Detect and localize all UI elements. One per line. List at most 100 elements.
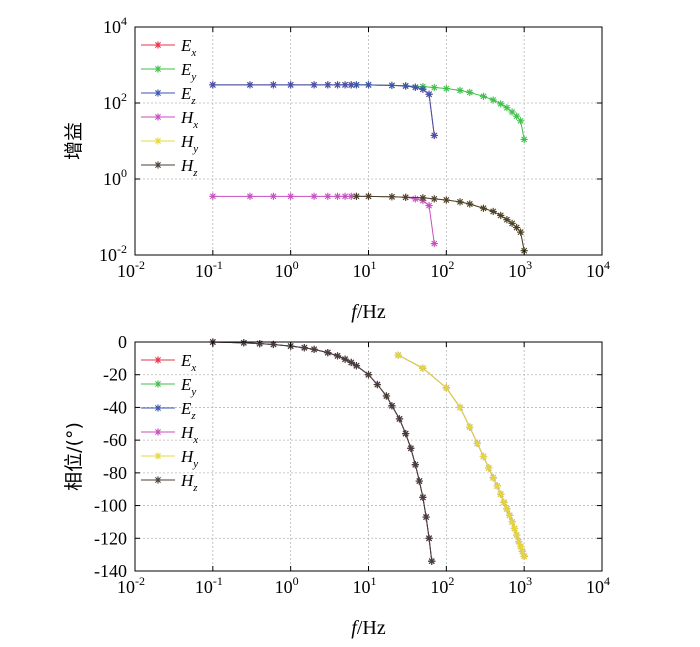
x-tick-label: 10-2 bbox=[117, 574, 145, 597]
series-hz bbox=[352, 192, 528, 255]
legend-marker bbox=[154, 380, 162, 388]
x-axis-label: f/Hz bbox=[351, 301, 386, 323]
data-point bbox=[489, 207, 497, 216]
data-point bbox=[256, 340, 264, 348]
y-tick-label: 100 bbox=[103, 166, 127, 189]
data-point bbox=[430, 83, 438, 92]
legend-label: Ey bbox=[180, 60, 196, 83]
x-tick-label: 104 bbox=[586, 574, 610, 597]
data-point bbox=[466, 88, 474, 97]
legend-item: Ez bbox=[141, 84, 196, 107]
data-point bbox=[419, 364, 427, 372]
data-point bbox=[430, 195, 438, 203]
data-point bbox=[506, 511, 514, 519]
gain-chart: 10-2 10-1 100 101 102 103 104 10-2 100 102 104 增益 f/… bbox=[63, 14, 610, 323]
y-axis-label: 相位/(°) bbox=[63, 422, 85, 491]
legend-marker bbox=[154, 41, 162, 49]
legend-label: Hz bbox=[180, 471, 198, 494]
data-point bbox=[425, 201, 433, 210]
data-point bbox=[489, 96, 497, 104]
y-tick-label: -140 bbox=[94, 561, 127, 581]
x-tick-label: 10-1 bbox=[195, 574, 223, 597]
data-point bbox=[324, 349, 332, 357]
data-point bbox=[479, 452, 488, 461]
data-point bbox=[508, 108, 516, 116]
legend-item: Hy bbox=[141, 132, 198, 155]
data-point bbox=[466, 200, 474, 208]
data-point bbox=[352, 362, 361, 370]
data-point bbox=[382, 392, 391, 400]
data-point bbox=[341, 81, 349, 89]
series-hz bbox=[209, 338, 436, 565]
data-point bbox=[402, 193, 410, 201]
legend-marker bbox=[154, 428, 162, 436]
data-point bbox=[425, 534, 433, 542]
data-point bbox=[324, 81, 332, 89]
data-point bbox=[269, 81, 277, 89]
legend-marker bbox=[154, 89, 162, 97]
data-point bbox=[419, 194, 427, 202]
y-tick-label: -40 bbox=[103, 397, 127, 417]
legend-item: Hx bbox=[141, 423, 198, 446]
data-point bbox=[341, 355, 349, 363]
y-tick-label: -60 bbox=[103, 430, 127, 450]
x-tick-label: 104 bbox=[586, 258, 610, 281]
data-point bbox=[246, 81, 254, 89]
legend-label: Ey bbox=[180, 375, 196, 398]
x-axis-label: f/Hz bbox=[351, 617, 386, 639]
data-point bbox=[246, 192, 254, 200]
data-point bbox=[402, 430, 410, 438]
data-point bbox=[240, 339, 248, 347]
legend-marker bbox=[154, 356, 162, 364]
x-tick-label: 103 bbox=[508, 574, 532, 597]
legend-label: Ez bbox=[180, 84, 196, 107]
data-point bbox=[287, 81, 295, 89]
data-point bbox=[442, 384, 450, 392]
legend-label: Hx bbox=[180, 423, 198, 446]
data-point bbox=[402, 82, 410, 90]
data-point bbox=[407, 444, 415, 452]
y-tick-label: -80 bbox=[103, 463, 127, 483]
data-point bbox=[493, 482, 501, 490]
data-point bbox=[364, 371, 373, 379]
data-point bbox=[428, 557, 436, 565]
data-point bbox=[466, 423, 474, 431]
data-point bbox=[503, 505, 511, 513]
x-tick-label: 100 bbox=[275, 258, 299, 281]
data-point bbox=[497, 100, 505, 108]
data-point bbox=[456, 198, 464, 206]
legend-item: Ey bbox=[141, 60, 196, 83]
y-tick-label: -20 bbox=[103, 365, 127, 385]
legend-label: Hx bbox=[180, 108, 198, 131]
data-point bbox=[479, 204, 488, 212]
legend-item: Ex bbox=[141, 36, 196, 59]
x-tick-label: 100 bbox=[275, 574, 299, 597]
legend-label: Hy bbox=[180, 447, 198, 470]
data-point bbox=[479, 92, 488, 100]
data-point bbox=[352, 81, 361, 89]
data-point bbox=[419, 85, 427, 93]
y-tick-label: -100 bbox=[94, 496, 127, 516]
data-point bbox=[364, 192, 373, 200]
legend-item: Hy bbox=[141, 447, 198, 470]
data-point bbox=[310, 81, 318, 89]
data-point bbox=[347, 192, 355, 200]
data-point bbox=[430, 239, 438, 248]
data-point bbox=[456, 403, 464, 412]
legend-item: Hz bbox=[141, 471, 198, 494]
data-point bbox=[287, 192, 295, 200]
legend-marker bbox=[154, 476, 162, 484]
data-point bbox=[324, 192, 332, 200]
legend-marker bbox=[154, 65, 162, 73]
data-point bbox=[503, 104, 511, 112]
x-tick-label: 103 bbox=[508, 258, 532, 281]
x-tick-label: 101 bbox=[353, 574, 377, 597]
data-point bbox=[415, 477, 423, 485]
data-point bbox=[510, 524, 519, 533]
data-point bbox=[333, 81, 342, 89]
data-point bbox=[364, 81, 373, 89]
y-tick-label: -120 bbox=[94, 528, 127, 548]
data-point bbox=[513, 223, 521, 232]
